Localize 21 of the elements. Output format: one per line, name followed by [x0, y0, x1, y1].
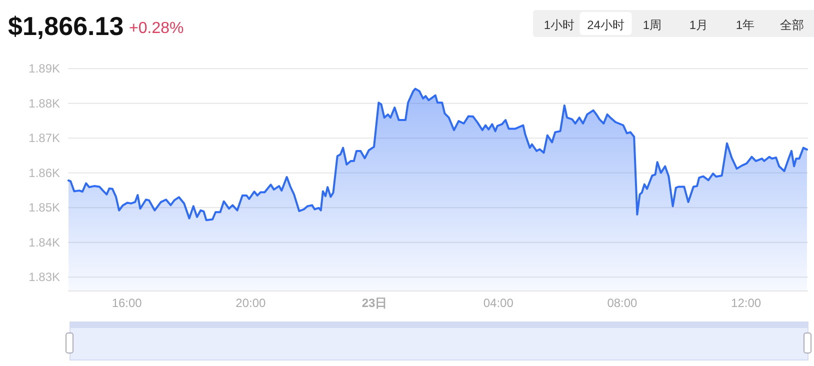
y-tick-label: 1.87K	[28, 131, 60, 146]
x-tick-label: 12:00	[731, 296, 762, 310]
y-tick-label: 1.89K	[28, 62, 60, 76]
y-tick-label: 1.84K	[28, 235, 60, 250]
y-tick-label: 1.85K	[28, 200, 60, 215]
x-tick-label: 04:00	[483, 296, 514, 310]
text: 1月	[689, 18, 708, 32]
x-tick-label: 20:00	[236, 296, 266, 310]
y-tick-label: 1.88K	[28, 96, 60, 110]
text: 24小时	[587, 18, 624, 32]
x-tick-label: 23日	[362, 296, 388, 310]
chart-subtitle: +0.28%	[129, 20, 184, 37]
y-tick-label: 1.86K	[28, 166, 60, 180]
text: 1周	[642, 18, 662, 32]
x-tick-label: 08:00	[607, 296, 638, 310]
text: 全部	[780, 18, 804, 32]
x-tick-label: 16:00	[112, 296, 142, 310]
y-tick-label: 1.83K	[28, 270, 60, 284]
text: 1小时	[544, 18, 575, 32]
chart-title: $1,866.13	[8, 11, 124, 41]
text: 1年	[736, 18, 755, 32]
